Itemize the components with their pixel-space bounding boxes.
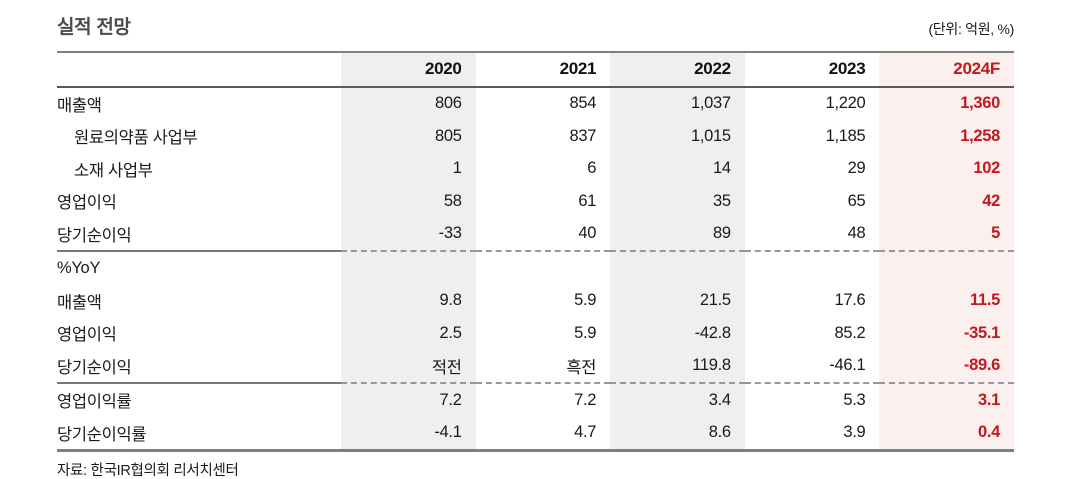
cell-value: 65: [847, 191, 866, 210]
cell-value: 9.8: [341, 284, 476, 317]
row-label: 영업이익: [57, 194, 117, 213]
cell-value: 흑전: [475, 349, 611, 384]
row-label: 당기순이익률: [57, 425, 147, 444]
table-row: 매출액 9.8 5.9 21.5 17.6 11.5: [57, 284, 1014, 317]
cell-value: 6: [587, 159, 597, 178]
cell-value: 40: [475, 217, 611, 252]
cell-value: -42.8: [610, 317, 745, 350]
cell-value: -33: [341, 217, 476, 252]
cell-value: 42: [879, 185, 1014, 218]
row-label: %YoY: [57, 258, 101, 277]
cell-value: 2.5: [341, 317, 476, 350]
cell-value: [879, 251, 1014, 285]
cell-value: 5.3: [843, 390, 866, 409]
row-label: 매출액: [57, 96, 102, 115]
cell-value: 3.1: [879, 383, 1014, 417]
cell-value: 0.4: [879, 416, 1014, 451]
cell-value: 3.4: [610, 383, 745, 417]
cell-value: 29: [847, 159, 866, 178]
table-row: 원료의약품 사업부 805 837 1,015 1,185 1,258: [57, 120, 1014, 153]
cell-value: 119.8: [610, 349, 745, 384]
cell-value: 11.5: [879, 284, 1014, 317]
column-header: 2023: [744, 51, 880, 88]
cell-value: 805: [341, 120, 476, 153]
cell-value: 3.9: [843, 423, 866, 442]
cell-value: 1,360: [879, 86, 1014, 120]
cell-value: 1,037: [610, 86, 745, 120]
row-label: 영업이익: [57, 326, 117, 345]
cell-value: 1,185: [825, 126, 866, 145]
table-row: 영업이익 2.5 5.9 -42.8 85.2 -35.1: [57, 317, 1014, 350]
table-row: 영업이익률 7.2 7.2 3.4 5.3 3.1: [57, 383, 1014, 417]
source-note: 자료: 한국IR협의회 리서치센터: [57, 463, 239, 479]
table-row: 매출액 806 854 1,037 1,220 1,360: [57, 86, 1014, 120]
table-row: 소재 사업부 1 6 14 29 102: [57, 152, 1014, 185]
cell-value: 854: [569, 94, 597, 113]
column-header: 2020: [341, 51, 476, 88]
cell-value: [341, 251, 476, 285]
table-body: 매출액 806 854 1,037 1,220 1,360 원료의약품 사업부 805 837 1…: [57, 86, 1014, 451]
cell-value: 102: [879, 152, 1014, 185]
table-row: %YoY: [57, 251, 1014, 285]
cell-value: 1: [341, 152, 476, 185]
unit-label: (단위: 억원, %): [928, 21, 1014, 37]
cell-value: 적전: [341, 349, 476, 384]
cell-value: -4.1: [341, 416, 476, 451]
page-title: 실적 전망: [57, 17, 131, 38]
cell-value: 5.9: [574, 291, 597, 310]
cell-value: 1,258: [879, 120, 1014, 153]
cell-value: 61: [578, 191, 597, 210]
cell-value: 1,220: [825, 94, 866, 113]
table-row: 영업이익 58 61 35 65 42: [57, 185, 1014, 218]
table-header-bar: 실적 전망 (단위: 억원, %): [57, 12, 1014, 39]
cell-value: -89.6: [879, 349, 1014, 384]
row-label: 소재 사업부: [74, 161, 153, 180]
row-label: 매출액: [57, 293, 102, 312]
cell-value: 35: [610, 185, 745, 218]
cell-value: [610, 251, 745, 285]
column-header: 2022: [610, 51, 745, 88]
cell-value: [476, 251, 611, 285]
cell-value: 5: [879, 217, 1014, 252]
table-head: 2020 2021 2022 2023 2024F: [57, 51, 1014, 88]
column-header: 2021: [475, 51, 611, 88]
cell-value: 1,015: [610, 120, 745, 153]
header-row: 2020 2021 2022 2023 2024F: [57, 51, 1014, 88]
cell-value: -46.1: [744, 349, 880, 384]
cell-value: -35.1: [879, 317, 1014, 350]
cell-value: 58: [341, 185, 476, 218]
cell-value: 837: [569, 126, 597, 145]
column-header-empty: [57, 51, 341, 88]
cell-value: 7.2: [574, 390, 597, 409]
cell-value: 7.2: [341, 383, 476, 417]
cell-value: [745, 251, 880, 285]
table-row: 당기순이익률 -4.1 4.7 8.6 3.9 0.4: [57, 416, 1014, 451]
table-row: 당기순이익 -33 40 89 48 5: [57, 217, 1014, 252]
cell-value: 5.9: [574, 323, 597, 342]
cell-value: 48: [744, 217, 880, 252]
cell-value: 8.6: [610, 416, 745, 451]
cell-value: 806: [341, 86, 476, 120]
cell-value: 17.6: [834, 291, 866, 310]
cell-value: 85.2: [834, 323, 866, 342]
row-label: 영업이익률: [57, 393, 132, 412]
row-label: 원료의약품 사업부: [74, 129, 198, 148]
table-row: 당기순이익 적전 흑전 119.8 -46.1 -89.6: [57, 349, 1014, 384]
row-label: 당기순이익: [57, 349, 341, 384]
cell-value: 14: [610, 152, 745, 185]
row-label: 당기순이익: [57, 217, 341, 252]
performance-table: 2020 2021 2022 2023 2024F 매출액 806 854 1,037 1,22…: [57, 51, 1014, 452]
column-header: 2024F: [879, 51, 1014, 88]
cell-value: 21.5: [610, 284, 745, 317]
cell-value: 4.7: [574, 423, 597, 442]
cell-value: 89: [610, 217, 745, 252]
